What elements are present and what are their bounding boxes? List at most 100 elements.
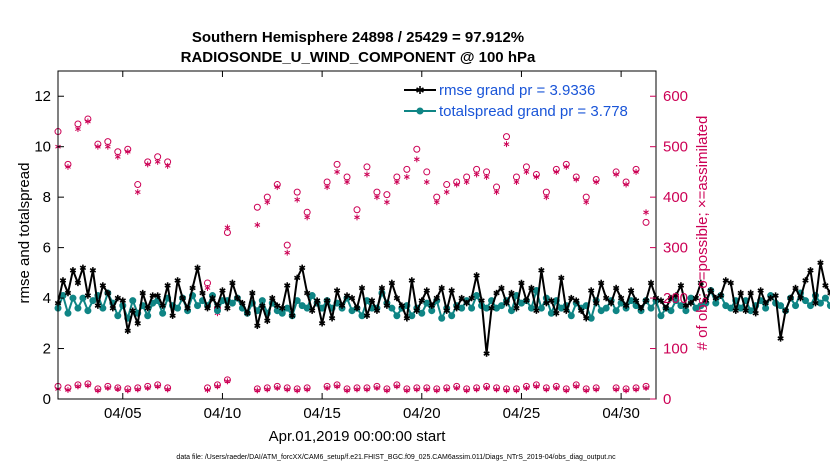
obs-assimilated-low-point (613, 386, 619, 393)
rmse-line-point (428, 302, 435, 309)
rmse-line-point (239, 299, 246, 307)
x-axis-ticks: 04/05 04/10 04/15 04/20 04/25 04/30 (104, 71, 640, 422)
rmse-line-point (488, 304, 495, 312)
obs-assimilated-low-point (144, 384, 151, 391)
rmse-line-point (79, 264, 87, 271)
rmse-line-point (543, 299, 550, 307)
obs-assimilated-point (294, 196, 301, 203)
rmse-line-point (807, 267, 814, 274)
rmse-line-point (373, 307, 381, 314)
rmse-line-point (129, 307, 136, 314)
rmse-line-point (503, 299, 510, 307)
spread-line-point (667, 307, 675, 315)
spread-line-point (438, 314, 446, 322)
spread-line-point (89, 297, 97, 305)
obs-assimilated-low-point (563, 387, 570, 394)
y-left-tick-label: 6 (43, 240, 51, 257)
obs-assimilated-point (114, 153, 121, 160)
obs-possible-point (253, 203, 261, 211)
y-axis-right-label: # of obs: o=possible; ×=assimilated (694, 116, 711, 351)
obs-assimilated-low-point (394, 383, 400, 390)
spread-line-point (821, 294, 829, 302)
obs-assimilated-point (334, 168, 340, 175)
rmse-line-point (612, 284, 620, 292)
obs-assimilated-low-point (214, 383, 221, 390)
spread-line-point (547, 309, 555, 317)
spread-line-point (458, 304, 466, 312)
spread-line-point (602, 304, 610, 312)
rmse-line-point (303, 289, 311, 297)
obs-assimilated-low-point (104, 384, 111, 391)
rmse-line-point (244, 310, 251, 317)
obs-assimilated-point (134, 189, 141, 196)
legend-label-0: rmse grand pr = 3.9336 (439, 82, 595, 99)
rmse-line-point (383, 302, 391, 309)
spread-line-point (228, 299, 236, 307)
y-left-tick-label: 4 (43, 290, 51, 307)
obs-assimilated-point (523, 168, 530, 175)
obs-possible-point (503, 133, 510, 141)
rmse-line-point (368, 297, 376, 304)
obs-assimilated-point (633, 168, 639, 175)
legend: rmse grand pr = 3.9336 totalspread grand … (404, 82, 628, 120)
rmse-line-point (523, 297, 530, 304)
rmse-line-point (423, 287, 430, 294)
rmse-line-point (817, 259, 824, 266)
rmse-line-point (418, 297, 425, 304)
legend-marker-1 (416, 107, 424, 115)
rmse-line-point (438, 284, 445, 292)
obs-assimilated-low-point (533, 383, 540, 390)
rmse-line-point (573, 297, 580, 304)
rmse-line-point (782, 307, 789, 314)
spread-line-point (677, 302, 685, 310)
obs-assimilated-point (254, 221, 261, 228)
obs-assimilated-low-point (643, 384, 649, 391)
spread-line-point (64, 309, 72, 317)
obs-assimilated-point (65, 163, 71, 170)
rmse-line-point (677, 282, 685, 289)
rmse-line-point (144, 304, 151, 312)
obs-assimilated-point (443, 189, 450, 196)
spread-line-point (283, 304, 291, 312)
y-left-tick-label: 10 (34, 139, 51, 156)
rmse-line-point (99, 282, 107, 289)
rmse-line-point (348, 294, 356, 302)
obs-assimilated-point (104, 143, 111, 150)
y-axis-left-ticks: 0 2 4 6 8 10 12 (34, 88, 64, 408)
rmse-line-point (553, 310, 560, 317)
obs-assimilated-point (354, 214, 360, 221)
rmse-line-point (548, 297, 555, 304)
spread-line-point (747, 307, 755, 315)
plot-axes (57, 70, 657, 400)
chart-title-line1: Southern Hemisphere 24898 / 25429 = 97.9… (192, 29, 524, 46)
obs-possible-point (293, 188, 301, 196)
obs-assimilated-low-point (334, 383, 340, 390)
obs-possible-point (363, 163, 371, 171)
obs-assimilated-low-point (443, 386, 450, 393)
rmse-line-point (682, 302, 690, 309)
rmse-line-point (672, 292, 680, 299)
obs-assimilated-point (423, 179, 430, 186)
rmse-line-point (124, 327, 131, 335)
rmse-line-point (558, 274, 565, 282)
obs-assimilated-point (164, 162, 171, 169)
rmse-line-point (104, 289, 112, 297)
rmse-line-point (174, 277, 181, 284)
obs-assimilated-low-point (374, 384, 380, 391)
x-tick-label: 04/05 (104, 405, 142, 422)
y-right-tick-label: 500 (663, 139, 688, 156)
spread-line-point (74, 304, 82, 312)
rmse-line-point (622, 302, 630, 309)
y-right-tick-label: 600 (663, 88, 688, 105)
rmse-line-point (528, 284, 535, 292)
x-tick-label: 04/30 (602, 405, 640, 422)
obs-assimilated-point (463, 179, 470, 186)
rmse-line-point (323, 297, 331, 304)
obs-assimilated-low-point (294, 387, 301, 394)
rmse-line-point (627, 287, 635, 294)
spread-line-point (144, 312, 152, 320)
spread-line-point (777, 302, 785, 310)
obs-assimilated-low-point (274, 384, 281, 391)
rmse-line-point (259, 302, 266, 309)
rmse-line-point (583, 315, 590, 322)
